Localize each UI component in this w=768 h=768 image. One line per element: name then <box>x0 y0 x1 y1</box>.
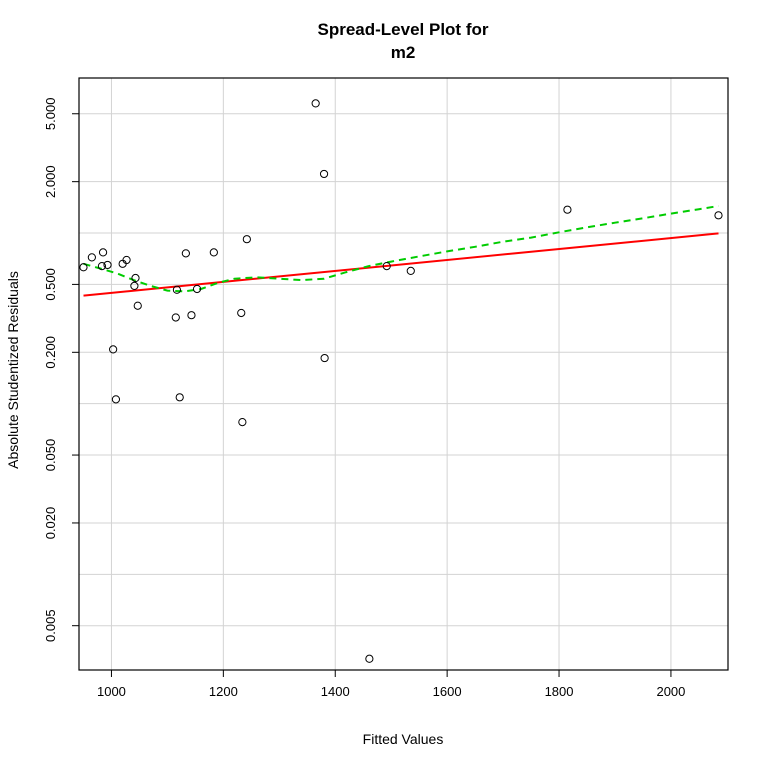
y-tick-label: 0.020 <box>43 507 58 540</box>
data-point <box>97 262 107 271</box>
y-tick-label: 0.050 <box>43 439 58 472</box>
fit-line <box>83 232 719 297</box>
trend-lines <box>83 205 719 297</box>
y-tick-label: 5.000 <box>43 98 58 131</box>
data-point <box>79 263 88 272</box>
data-point <box>319 169 329 179</box>
data-point <box>87 253 96 262</box>
data-point <box>238 417 247 427</box>
y-tick-label: 0.200 <box>43 336 58 369</box>
data-point <box>98 248 108 257</box>
data-point <box>311 99 320 108</box>
data-point <box>131 273 140 283</box>
data-point <box>406 266 415 275</box>
y-axis: 0.005 0.020 0.050 0.200 0.500 2.000 5.000 <box>43 98 80 642</box>
grid <box>79 78 728 670</box>
data-points <box>79 99 723 663</box>
data-point <box>382 262 391 271</box>
data-point <box>320 353 329 363</box>
data-point <box>175 393 184 402</box>
data-point <box>133 301 142 310</box>
y-tick-label: 2.000 <box>43 165 58 198</box>
data-point <box>192 284 202 294</box>
data-point <box>109 345 118 354</box>
y-tick-label: 0.500 <box>43 268 58 301</box>
plot-frame <box>78 77 729 671</box>
data-point <box>130 281 139 290</box>
y-axis-label: Absolute Studentized Residuals <box>5 271 21 469</box>
data-point <box>714 211 723 220</box>
x-tick-label: 1400 <box>321 684 350 699</box>
smoother-dashed-line <box>83 205 719 293</box>
x-tick-label: 1200 <box>209 684 238 699</box>
x-axis: 1000 1200 1400 1600 1800 2000 <box>97 669 685 699</box>
data-point <box>103 260 112 270</box>
y-tick-label: 0.005 <box>43 609 58 642</box>
data-point <box>172 285 182 294</box>
data-point <box>181 249 190 258</box>
x-tick-label: 1000 <box>97 684 126 699</box>
data-point <box>171 313 180 322</box>
x-tick-label: 2000 <box>656 684 685 699</box>
x-tick-label: 1600 <box>433 684 462 699</box>
data-point <box>237 308 246 318</box>
data-point <box>209 248 218 257</box>
x-axis-label: Fitted Values <box>363 731 444 747</box>
chart-title-line1: Spread-Level Plot for <box>318 20 489 39</box>
data-point <box>111 395 121 404</box>
data-point <box>242 235 251 244</box>
data-point <box>122 255 131 265</box>
data-point <box>187 311 196 320</box>
data-point <box>563 205 572 214</box>
data-point <box>365 654 374 663</box>
chart-title-line2: m2 <box>391 43 416 62</box>
x-tick-label: 1800 <box>545 684 574 699</box>
